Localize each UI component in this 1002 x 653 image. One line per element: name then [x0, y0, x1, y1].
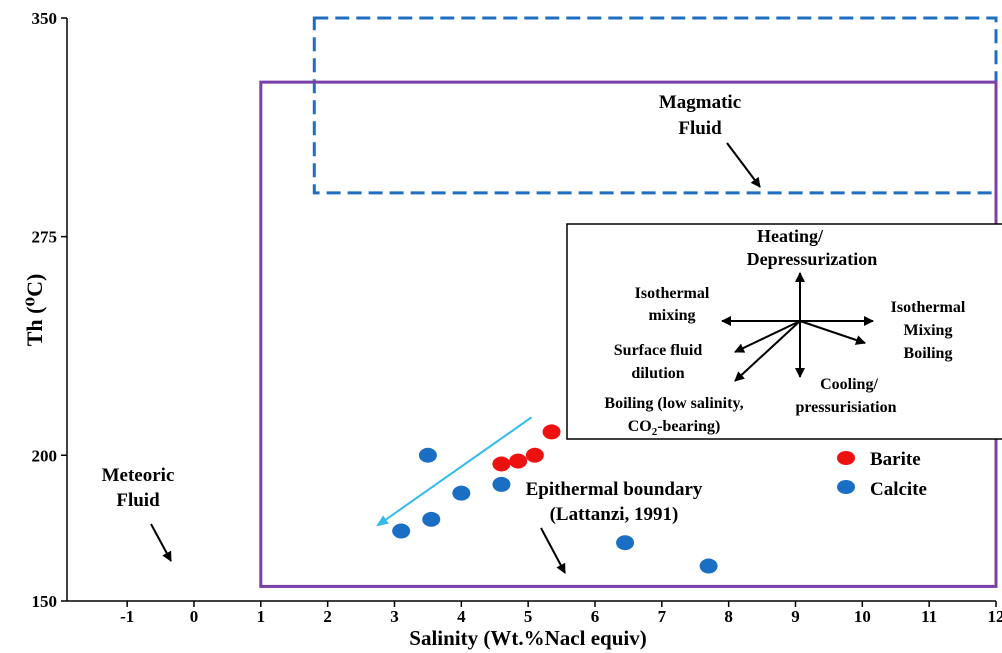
data-point-calcite — [422, 511, 441, 527]
inset-heating-2: Depressurization — [747, 249, 878, 269]
x-tick-label: -1 — [120, 607, 134, 626]
inset-iso-boiling-1: Isothermal — [891, 299, 966, 316]
y-axis-title: Th (⁰C) — [22, 274, 47, 347]
data-point-calcite — [699, 558, 718, 574]
data-point-barite — [492, 456, 511, 472]
x-tick-label: 3 — [390, 607, 399, 626]
meteoric-label-1: Meteoric — [102, 465, 175, 486]
inset-cooling-1: Cooling/ — [820, 376, 878, 393]
trend-arrow — [376, 416, 533, 527]
x-tick-label: 5 — [524, 607, 533, 626]
legend-label-calcite: Calcite — [870, 479, 927, 500]
data-point-calcite — [492, 476, 511, 492]
epithermal-label-2: (Lattanzi, 1991) — [550, 504, 679, 525]
data-point-calcite — [452, 485, 471, 501]
x-tick-label: 8 — [724, 607, 733, 626]
x-tick-label: 4 — [457, 607, 466, 626]
x-tick-label: 9 — [791, 607, 800, 626]
magmatic-arrow — [726, 142, 761, 188]
data-point-barite — [509, 453, 528, 469]
x-tick-label: 11 — [921, 607, 937, 626]
meteoric-label-2: Fluid — [116, 490, 160, 511]
x-tick-label: 6 — [591, 607, 600, 626]
meteoric-arrow — [150, 523, 172, 562]
x-tick-label: 7 — [658, 607, 667, 626]
inset-surface-1: Surface fluid — [614, 342, 703, 359]
x-tick-label: 1 — [257, 607, 266, 626]
magmatic-label-1: Magmatic — [659, 92, 741, 113]
magmatic-fluid-region — [312, 16, 998, 195]
epithermal-label-1: Epithermal boundary — [526, 479, 703, 500]
data-point-barite — [525, 447, 544, 463]
inset-co2: CO2-bearing) — [628, 418, 721, 438]
x-tick-label: 12 — [988, 607, 1002, 626]
inset-iso-mixing-2: mixing — [648, 307, 695, 324]
x-tick-label: 0 — [190, 607, 199, 626]
legend-marker-calcite — [837, 480, 855, 494]
legend-marker-barite — [837, 451, 855, 465]
inset-iso-boiling-3: Boiling — [904, 345, 953, 362]
magmatic-label-2: Fluid — [678, 118, 722, 139]
legend-label-barite: Barite — [870, 449, 921, 470]
x-tick-label: 10 — [854, 607, 871, 626]
y-tick-label: 350 — [32, 9, 58, 28]
y-tick-label: 275 — [32, 228, 58, 247]
epithermal-arrow — [540, 527, 566, 574]
inset-heating-1: Heating/ — [757, 226, 824, 246]
data-point-calcite — [616, 535, 635, 551]
data-points — [392, 424, 718, 574]
y-tick-label: 150 — [32, 592, 58, 611]
inset-surface-2: dilution — [631, 365, 684, 382]
inset-cooling-2: pressurisiation — [795, 399, 896, 416]
data-point-calcite — [392, 523, 411, 539]
inset-iso-boiling-2: Mixing — [904, 322, 953, 339]
inset-diagram: Heating/ Depressurization Isothermal mix… — [566, 223, 1002, 440]
data-point-calcite — [418, 447, 437, 463]
inset-boiling-low: Boiling (low salinity, — [604, 395, 743, 412]
data-point-barite — [542, 424, 561, 440]
inset-iso-mixing-1: Isothermal — [635, 285, 710, 302]
x-axis-title: Salinity (Wt.%Nacl equiv) — [409, 626, 646, 650]
svg-text:Th (⁰C): Th (⁰C) — [22, 274, 47, 347]
y-tick-label: 200 — [32, 446, 58, 465]
legend: Barite Calcite — [837, 449, 927, 500]
x-tick-label: 2 — [323, 607, 332, 626]
